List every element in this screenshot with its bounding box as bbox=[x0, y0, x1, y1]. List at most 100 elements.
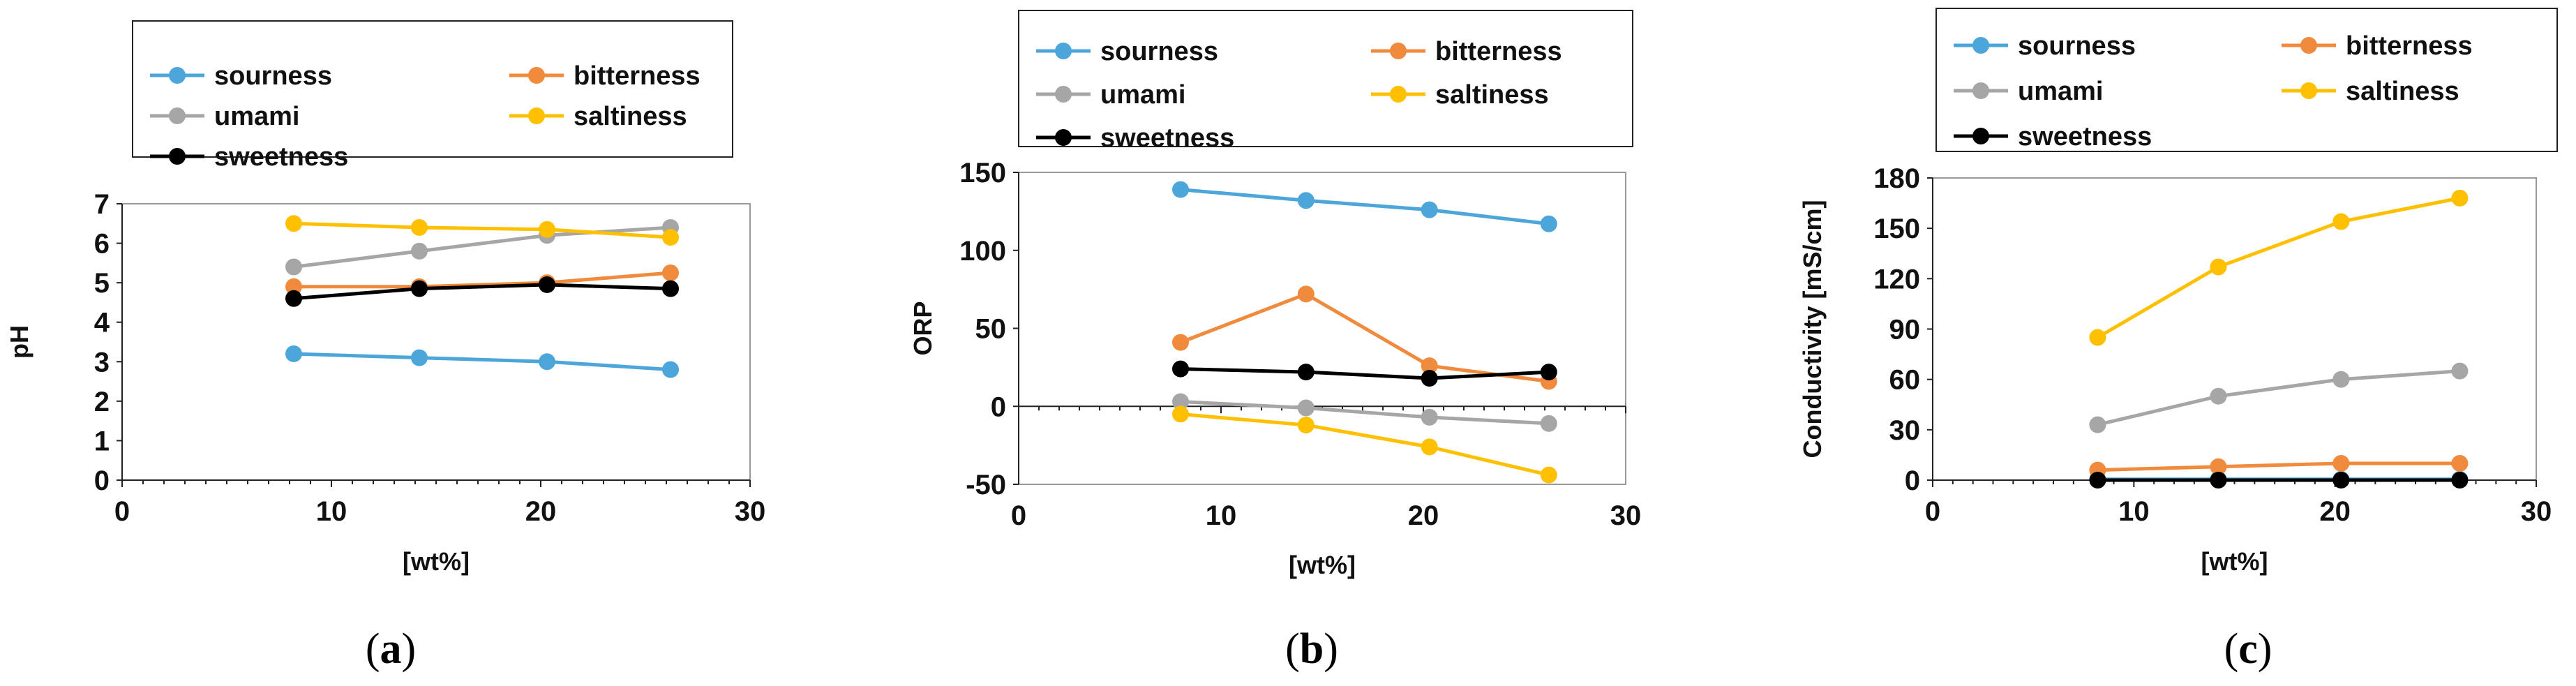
x-tick-label: 10 bbox=[1206, 500, 1237, 531]
y-tick-label: 2 bbox=[94, 387, 110, 417]
series-line-saltiness bbox=[1180, 412, 1550, 477]
y-tick-label: 4 bbox=[94, 308, 110, 338]
legend-marker-saltiness bbox=[2300, 82, 2317, 99]
data-point-saltiness bbox=[539, 221, 555, 238]
data-point-saltiness bbox=[662, 229, 679, 246]
series-line-umami bbox=[1180, 400, 1549, 426]
y-tick-label: 0 bbox=[991, 392, 1006, 422]
legend-item-umami: umami bbox=[1954, 77, 2103, 106]
series-sweetness bbox=[1172, 360, 1557, 387]
data-point-umami bbox=[1540, 415, 1557, 432]
legend-marker-bitterness bbox=[1390, 43, 1407, 59]
series-line-sourness bbox=[1180, 188, 1550, 226]
panel-label: (c) bbox=[2224, 625, 2272, 673]
y-axis-label: pH bbox=[5, 325, 33, 359]
legend: sourness bitterness umami saltiness sweetnes… bbox=[132, 20, 733, 172]
legend-item-saltiness: saltiness bbox=[2282, 77, 2459, 106]
legend-marker-sweetness bbox=[1055, 129, 1072, 146]
data-point-umami bbox=[285, 258, 302, 276]
data-point-umami bbox=[411, 242, 428, 260]
legend-item-sourness: sourness bbox=[1036, 37, 1218, 66]
data-point-sweetness bbox=[2451, 472, 2469, 489]
y-tick-label: 100 bbox=[959, 236, 1006, 267]
data-point-bitterness bbox=[2210, 458, 2227, 475]
data-point-saltiness bbox=[2089, 329, 2106, 346]
series-line-bitterness bbox=[1180, 292, 1550, 383]
data-point-umami bbox=[2332, 371, 2350, 388]
legend-item-sourness: sourness bbox=[150, 61, 332, 91]
data-point-bitterness bbox=[285, 278, 302, 295]
x-tick-label: 30 bbox=[1610, 500, 1642, 531]
data-point-bitterness bbox=[1297, 285, 1315, 303]
x-tick-label: 10 bbox=[316, 496, 347, 527]
data-point-umami bbox=[1421, 408, 1438, 426]
data-point-umami bbox=[1172, 393, 1189, 410]
data-point-umami bbox=[2210, 387, 2227, 405]
y-tick-label: 150 bbox=[959, 158, 1006, 188]
y-tick-label: 30 bbox=[1889, 415, 1921, 446]
x-axis-label: [wt%] bbox=[403, 547, 470, 576]
data-point-sweetness bbox=[662, 280, 679, 297]
legend-label-umami: umami bbox=[2018, 77, 2103, 106]
legend-item-umami: umami bbox=[1036, 80, 1185, 110]
data-point-bitterness bbox=[1421, 357, 1438, 375]
panel-c: sourness bitterness umami saltiness sweetnes… bbox=[1798, 8, 2558, 673]
data-point-sweetness bbox=[1421, 370, 1438, 387]
series-line-umami bbox=[2097, 369, 2460, 427]
legend-label-sourness: sourness bbox=[2018, 31, 2136, 61]
y-tick-label: 180 bbox=[1873, 163, 1920, 194]
data-point-sourness bbox=[285, 345, 302, 362]
data-point-umami bbox=[2089, 416, 2106, 433]
plot-area bbox=[1932, 177, 2537, 481]
x-axis-label: [wt%] bbox=[1289, 551, 1356, 579]
legend-label-saltiness: saltiness bbox=[574, 102, 687, 131]
y-tick-label: 3 bbox=[94, 347, 110, 378]
legend-marker-saltiness bbox=[1390, 86, 1407, 103]
legend-marker-sweetness bbox=[1972, 128, 1989, 144]
legend: sourness bitterness umami saltiness sweetnes… bbox=[1018, 10, 1633, 153]
data-point-sweetness bbox=[2089, 472, 2106, 489]
legend-label-bitterness: bitterness bbox=[2346, 31, 2473, 61]
legend-marker-sourness bbox=[1055, 43, 1072, 59]
legend-box bbox=[1018, 10, 1633, 147]
data-point-saltiness bbox=[2451, 189, 2469, 207]
legend-item-sweetness: sweetness bbox=[150, 142, 348, 172]
panel-label-close: ) bbox=[1324, 625, 1338, 673]
legend-item-bitterness: bitterness bbox=[2282, 31, 2473, 61]
legend-label-umami: umami bbox=[1100, 80, 1185, 110]
data-point-sweetness bbox=[411, 280, 428, 297]
data-point-bitterness bbox=[1172, 334, 1189, 351]
series-sweetness bbox=[2089, 472, 2469, 489]
panel-label-close: ) bbox=[402, 625, 417, 673]
data-point-saltiness bbox=[411, 218, 428, 236]
legend-item-sweetness: sweetness bbox=[1954, 122, 2152, 151]
series-saltiness bbox=[285, 215, 679, 246]
y-axis-label: ORP bbox=[908, 301, 937, 355]
panel-label: (a) bbox=[366, 625, 416, 673]
series-sourness bbox=[285, 345, 679, 378]
series-line-sweetness bbox=[1180, 367, 1549, 380]
series-sourness bbox=[1172, 181, 1557, 232]
series-saltiness bbox=[2089, 189, 2469, 346]
data-point-sweetness bbox=[1172, 360, 1189, 378]
legend-item-saltiness: saltiness bbox=[509, 102, 687, 131]
panel-label-open: ( bbox=[1285, 625, 1300, 673]
data-point-bitterness bbox=[662, 264, 679, 281]
plot-area bbox=[1018, 172, 1626, 485]
legend-label-bitterness: bitterness bbox=[1435, 37, 1562, 66]
y-tick-label: -50 bbox=[966, 470, 1006, 500]
series-line-saltiness bbox=[2097, 196, 2460, 339]
data-point-saltiness bbox=[1172, 405, 1189, 423]
legend-marker-bitterness bbox=[2300, 37, 2317, 54]
y-tick-label: 5 bbox=[94, 268, 110, 299]
legend-item-saltiness: saltiness bbox=[1371, 80, 1549, 110]
legend-label-sourness: sourness bbox=[214, 61, 332, 91]
y-tick-label: 0 bbox=[94, 465, 110, 496]
series-umami bbox=[1172, 393, 1557, 432]
x-tick-label: 30 bbox=[735, 496, 766, 527]
data-point-sourness bbox=[539, 353, 555, 371]
series-bitterness bbox=[285, 264, 679, 295]
y-tick-label: 60 bbox=[1889, 365, 1921, 396]
